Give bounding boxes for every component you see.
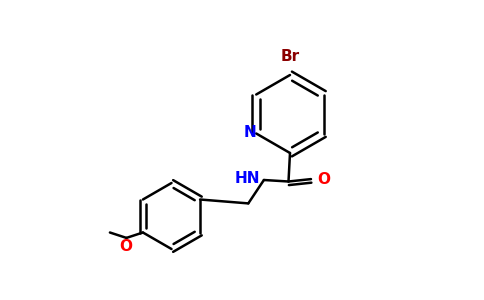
Text: O: O [318, 172, 331, 187]
Text: HN: HN [235, 171, 260, 186]
Text: N: N [243, 124, 256, 140]
Text: Br: Br [280, 49, 300, 64]
Text: O: O [119, 239, 132, 254]
